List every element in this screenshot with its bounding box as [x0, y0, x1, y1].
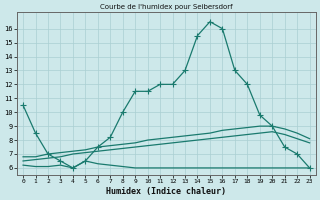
Title: Courbe de l'humidex pour Seibersdorf: Courbe de l'humidex pour Seibersdorf	[100, 4, 233, 10]
X-axis label: Humidex (Indice chaleur): Humidex (Indice chaleur)	[106, 187, 226, 196]
